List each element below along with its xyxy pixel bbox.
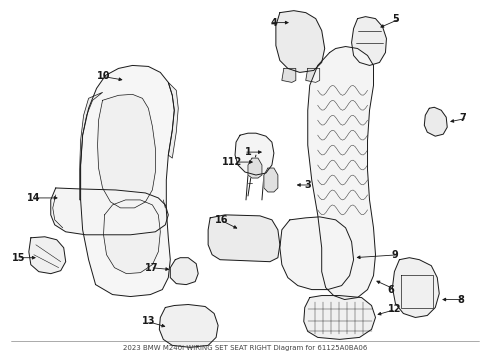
Polygon shape — [276, 11, 325, 72]
Polygon shape — [280, 217, 354, 289]
Bar — [283, 39, 295, 49]
Polygon shape — [392, 258, 439, 318]
Bar — [246, 237, 254, 243]
Polygon shape — [159, 305, 218, 347]
Polygon shape — [248, 158, 262, 178]
Bar — [261, 237, 269, 243]
Bar — [298, 23, 310, 32]
Polygon shape — [171, 258, 198, 285]
Polygon shape — [81, 66, 174, 297]
Polygon shape — [306, 68, 319, 82]
Polygon shape — [308, 46, 375, 300]
Polygon shape — [98, 94, 155, 208]
Text: 2023 BMW M240i WIRING SET SEAT RIGHT Diagram for 61125A0BA06: 2023 BMW M240i WIRING SET SEAT RIGHT Dia… — [123, 345, 367, 351]
Text: 14: 14 — [27, 193, 41, 203]
Polygon shape — [51, 188, 168, 235]
Text: 17: 17 — [145, 263, 158, 273]
Text: 8: 8 — [457, 294, 464, 305]
Polygon shape — [168, 82, 178, 158]
Text: 112: 112 — [222, 157, 242, 167]
Polygon shape — [80, 92, 102, 200]
Text: 15: 15 — [12, 253, 26, 263]
Polygon shape — [304, 296, 375, 339]
Polygon shape — [235, 133, 274, 175]
Text: 16: 16 — [215, 215, 228, 225]
Text: 12: 12 — [388, 305, 401, 315]
Text: 6: 6 — [388, 284, 394, 294]
Polygon shape — [424, 107, 447, 136]
Text: 9: 9 — [392, 250, 398, 260]
Bar — [216, 237, 224, 243]
Text: 5: 5 — [392, 14, 399, 24]
Polygon shape — [208, 215, 280, 262]
Bar — [231, 237, 239, 243]
Text: 7: 7 — [459, 113, 466, 123]
Text: 13: 13 — [142, 316, 155, 327]
Text: 10: 10 — [97, 71, 111, 81]
Polygon shape — [264, 168, 278, 192]
Bar — [298, 39, 310, 49]
Text: 1: 1 — [245, 147, 252, 157]
Text: 3: 3 — [305, 180, 312, 190]
Polygon shape — [352, 17, 387, 66]
Polygon shape — [29, 237, 66, 274]
Bar — [283, 23, 295, 32]
Polygon shape — [103, 200, 160, 274]
Text: 4: 4 — [271, 18, 278, 28]
Polygon shape — [282, 68, 296, 82]
